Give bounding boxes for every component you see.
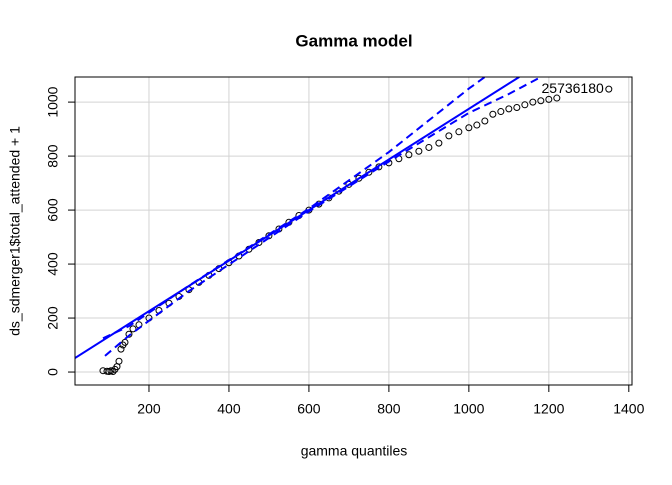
point <box>489 110 497 118</box>
annotation: 25736180 <box>542 80 605 96</box>
y-tick-label: 800 <box>45 144 61 168</box>
x-tick-label: 1000 <box>453 401 484 417</box>
y-tick-label: 400 <box>45 252 61 276</box>
point <box>497 108 505 116</box>
y-tick-label: 600 <box>45 198 61 222</box>
point <box>513 104 521 112</box>
point <box>365 168 373 176</box>
point <box>481 117 489 125</box>
point <box>553 94 561 102</box>
point <box>545 95 553 103</box>
envelope-line <box>104 77 542 357</box>
x-axis-label: gamma quantiles <box>301 443 408 459</box>
point <box>115 357 123 365</box>
point <box>445 132 453 140</box>
y-axis-label: ds_sdmerger1$total_attended + 1 <box>7 126 23 336</box>
point <box>505 105 513 113</box>
point <box>465 124 473 132</box>
x-tick-label: 400 <box>217 401 241 417</box>
point <box>129 325 137 333</box>
point <box>109 368 117 376</box>
plot-area <box>75 77 613 376</box>
chart-title: Gamma model <box>295 31 412 50</box>
point <box>405 151 413 159</box>
point <box>605 85 613 93</box>
y-tick-label: 200 <box>45 306 61 330</box>
point <box>473 121 481 129</box>
point <box>121 338 129 346</box>
x-tick-label: 1400 <box>613 401 644 417</box>
x-tick-label: 800 <box>377 401 401 417</box>
point <box>425 143 433 151</box>
y-tick-label: 1000 <box>45 86 61 117</box>
point <box>455 128 463 136</box>
point <box>415 147 423 155</box>
x-tick-label: 600 <box>297 401 321 417</box>
point <box>435 139 443 147</box>
point <box>521 101 529 109</box>
grid <box>75 77 632 385</box>
x-tick-label: 200 <box>137 401 161 417</box>
point <box>529 98 537 106</box>
envelope-line <box>102 77 486 340</box>
point <box>125 330 133 338</box>
point <box>117 345 125 353</box>
reference-line <box>75 77 520 359</box>
y-tick-label: 0 <box>45 368 61 376</box>
x-tick-label: 1200 <box>533 401 564 417</box>
axes: 200 400 600 800 1000 1200 1400 0 200 400 600 800 100… <box>45 86 645 416</box>
point <box>537 97 545 105</box>
